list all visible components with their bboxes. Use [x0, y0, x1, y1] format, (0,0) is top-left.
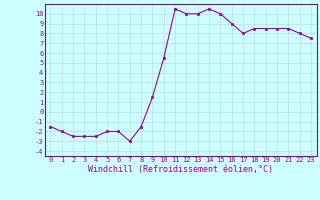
X-axis label: Windchill (Refroidissement éolien,°C): Windchill (Refroidissement éolien,°C) [88, 165, 273, 174]
